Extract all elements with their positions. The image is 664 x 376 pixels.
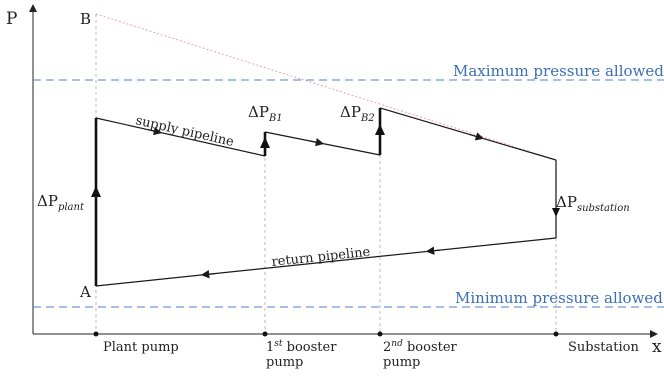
- booster2-marker: [377, 331, 383, 337]
- minimum-pressure-label: Minimum pressure allowed: [455, 289, 663, 307]
- substation-marker: [553, 331, 559, 337]
- booster1-pressure-label: ΔPB1: [248, 103, 283, 124]
- supply-segment-1: [95, 117, 266, 157]
- substation-label: Substation: [568, 340, 639, 355]
- plant-pump-label: Plant pump: [103, 340, 179, 355]
- substation-pressure-drop-arrowhead: [552, 208, 560, 217]
- substation-pressure-label: ΔPsubstation: [556, 193, 630, 214]
- point-b-label: B: [80, 10, 91, 28]
- booster2-label: 2nd booster: [383, 339, 458, 355]
- booster1-pressure-rise-arrowhead: [260, 137, 270, 148]
- supply-segment-3: [379, 107, 557, 161]
- booster2-pressure-rise-arrowhead: [375, 124, 385, 135]
- booster1-label: 1st booster: [266, 339, 337, 355]
- x-axis-label: x: [652, 337, 662, 357]
- grade-line-from-b: [95, 13, 557, 161]
- supply-flow-arrow-2: [309, 138, 325, 147]
- return-flow-arrow-1: [425, 246, 441, 255]
- plant-pressure-label: ΔPplant: [37, 192, 85, 213]
- booster1-label-line2: pump: [266, 355, 303, 370]
- supply-flow-arrow-1: [147, 126, 163, 136]
- supply-segment-2: [264, 131, 381, 156]
- return-flow-arrow-2: [200, 270, 216, 279]
- return-pipeline: [95, 237, 557, 287]
- booster2-pressure-label: ΔPB2: [340, 103, 375, 124]
- maximum-pressure-label: Maximum pressure allowed: [453, 62, 664, 80]
- point-a-label: A: [79, 283, 91, 301]
- y-axis-label: P: [6, 9, 17, 29]
- plant-pressure-rise-arrowhead: [91, 186, 101, 197]
- supply-flow-arrow-3: [469, 132, 485, 141]
- return-pipeline-label: return pipeline: [271, 245, 371, 270]
- booster1-marker: [262, 331, 268, 337]
- booster2-label-line2: pump: [383, 355, 420, 370]
- supply-pipeline-label: supply pipeline: [134, 113, 235, 150]
- plant-pump-marker: [93, 331, 99, 337]
